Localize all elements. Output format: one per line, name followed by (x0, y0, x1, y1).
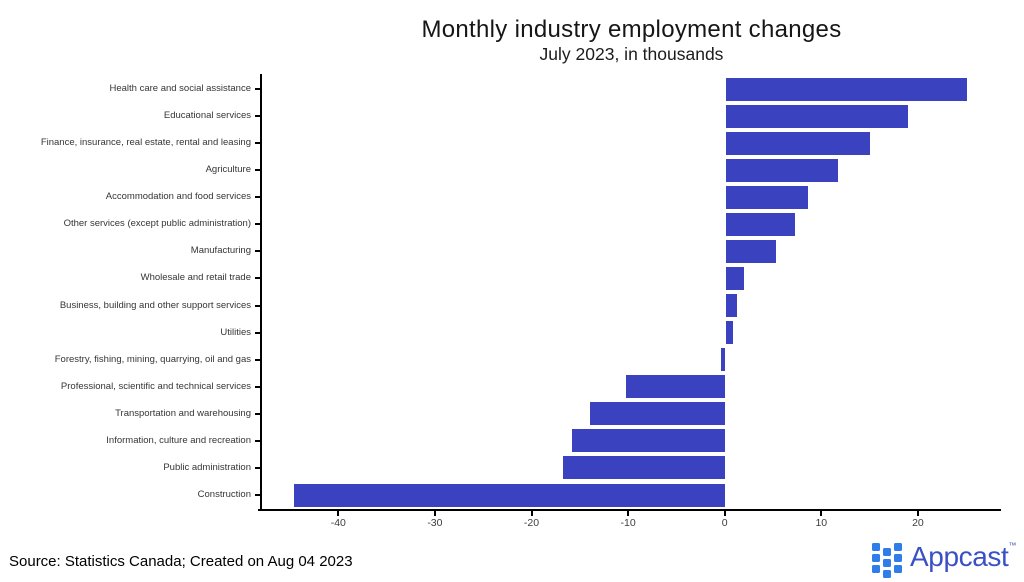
y-axis-tick (255, 88, 260, 90)
bar (725, 321, 734, 345)
y-axis-tick (255, 385, 260, 388)
y-axis-tick (255, 304, 260, 307)
category-label: Wholesale and retail trade (140, 272, 251, 284)
bar (725, 239, 776, 263)
x-axis-tick-label: -20 (523, 517, 540, 529)
category-label: Other services (except public administra… (63, 218, 251, 230)
x-axis-tick-label: -30 (427, 517, 443, 529)
bar (725, 185, 808, 209)
y-axis-tick (255, 142, 260, 145)
y-axis-tick (255, 196, 260, 199)
category-label: Transportation and warehousing (115, 407, 251, 419)
category-label: Educational services (163, 110, 251, 122)
y-axis-tick (255, 358, 260, 361)
x-axis-tick-label: 20 (912, 517, 924, 529)
y-axis-tick (255, 169, 260, 172)
bar (725, 294, 738, 318)
category-label: Agriculture (205, 164, 251, 176)
logo-square (883, 570, 891, 578)
y-axis-tick (255, 223, 260, 226)
appcast-logo-mark-icon (872, 543, 904, 579)
category-label: Manufacturing (190, 245, 251, 257)
category-label: Professional, scientific and technical s… (60, 380, 251, 392)
x-axis-tick (530, 511, 533, 516)
appcast-wordmark: Appcast (910, 541, 1009, 572)
logo-square (894, 543, 902, 551)
source-caption: Source: Statistics Canada; Created on Au… (9, 553, 353, 570)
y-axis-tick (255, 115, 260, 118)
logo-square (883, 559, 891, 567)
bar (725, 77, 968, 101)
category-label: Information, culture and recreation (106, 434, 251, 446)
x-axis-tick (337, 511, 340, 516)
bar (725, 104, 909, 128)
category-label: Business, building and other support ser… (59, 299, 251, 311)
bar (590, 402, 725, 426)
logo-square (894, 554, 902, 562)
x-axis-tick-label: -40 (330, 517, 346, 529)
chart-subtitle: July 2023, in thousands (539, 44, 724, 64)
y-axis-tick (255, 277, 260, 280)
x-axis-tick-label: 0 (721, 517, 728, 529)
category-label: Construction (197, 489, 251, 501)
y-axis-spine (260, 74, 262, 511)
category-label: Forestry, fishing, mining, quarrying, oi… (54, 353, 251, 365)
logo-square (872, 554, 880, 562)
y-axis-tick (255, 439, 260, 442)
bar (563, 456, 725, 480)
trademark-symbol: ™ (1008, 541, 1017, 550)
bar (720, 348, 725, 372)
bar (626, 375, 725, 399)
category-label: Utilities (220, 326, 251, 338)
y-axis-tick (255, 412, 260, 415)
y-axis-tick (255, 466, 260, 469)
bar (572, 429, 725, 453)
appcast-logo-text: Appcast™ (910, 541, 1016, 573)
x-axis-spine (258, 509, 1001, 511)
category-label: Health care and social assistance (109, 83, 251, 94)
x-axis-tick (433, 511, 436, 516)
bar (725, 212, 796, 236)
x-axis-tick-label: 10 (815, 517, 828, 529)
logo-square (894, 565, 902, 573)
category-label: Finance, insurance, real estate, rental … (40, 137, 251, 149)
bar (725, 131, 870, 155)
bar (725, 158, 838, 182)
bar (725, 266, 745, 290)
y-axis-tick (255, 494, 260, 497)
bar (293, 483, 725, 507)
appcast-logo: Appcast™ (872, 541, 1016, 579)
y-axis-tick (255, 331, 260, 334)
x-axis-tick (820, 511, 823, 516)
logo-square (883, 548, 891, 556)
plot-area (262, 75, 1001, 510)
x-axis-tick-label: -10 (620, 517, 636, 529)
x-axis-tick (723, 511, 726, 516)
category-label: Public administration (163, 461, 251, 473)
chart-title: Monthly industry employment changes (421, 16, 842, 43)
category-label: Accommodation and food services (105, 191, 251, 203)
logo-square (872, 565, 880, 573)
x-axis-tick (627, 511, 630, 516)
x-axis-tick (916, 511, 919, 516)
logo-square (872, 543, 880, 551)
y-axis-tick (255, 250, 260, 253)
